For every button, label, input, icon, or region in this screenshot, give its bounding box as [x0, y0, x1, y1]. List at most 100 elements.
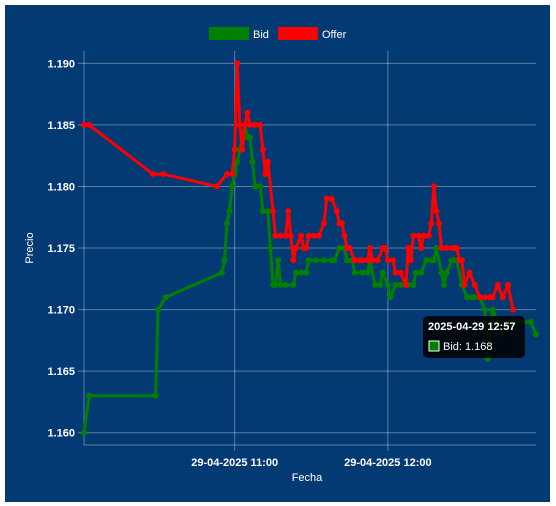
data-point-offer[interactable] [341, 232, 348, 239]
data-point-offer[interactable] [410, 232, 417, 239]
data-point-offer[interactable] [81, 121, 87, 128]
data-point-offer[interactable] [287, 232, 294, 239]
data-point-bid[interactable] [229, 183, 236, 190]
data-point-offer[interactable] [407, 257, 414, 264]
data-point-offer[interactable] [303, 245, 310, 251]
data-point-bid[interactable] [430, 257, 437, 264]
data-point-bid[interactable] [489, 306, 496, 313]
legend-item-bid[interactable]: Bid [209, 27, 269, 41]
data-point-offer[interactable] [244, 109, 251, 116]
data-point-offer[interactable] [333, 208, 340, 215]
data-point-bid[interactable] [86, 392, 93, 399]
data-point-offer[interactable] [433, 208, 440, 215]
data-point-offer[interactable] [213, 183, 220, 190]
data-point-offer[interactable] [405, 245, 412, 251]
data-point-offer[interactable] [236, 121, 243, 128]
data-point-bid[interactable] [275, 257, 282, 264]
data-point-offer[interactable] [346, 245, 353, 251]
data-point-bid[interactable] [418, 269, 425, 276]
data-point-offer[interactable] [290, 257, 297, 264]
data-point-offer[interactable] [293, 245, 299, 251]
data-point-bid[interactable] [379, 269, 386, 276]
data-point-offer[interactable] [392, 269, 399, 276]
data-point-bid[interactable] [221, 257, 228, 264]
data-point-offer[interactable] [298, 232, 305, 239]
data-point-bid[interactable] [298, 269, 305, 276]
data-point-bid[interactable] [290, 281, 297, 288]
data-point-offer[interactable] [494, 281, 501, 288]
data-point-bid[interactable] [152, 392, 159, 399]
data-point-bid[interactable] [303, 269, 310, 276]
data-point-bid[interactable] [321, 257, 327, 264]
data-point-offer[interactable] [384, 257, 391, 264]
data-point-offer[interactable] [239, 146, 246, 153]
data-point-bid[interactable] [372, 281, 379, 288]
data-point-bid[interactable] [259, 208, 266, 215]
legend-item-offer[interactable]: Offer [278, 27, 347, 41]
data-point-bid[interactable] [397, 281, 404, 288]
data-point-bid[interactable] [464, 294, 471, 301]
data-point-offer[interactable] [160, 171, 167, 178]
data-point-offer[interactable] [476, 294, 483, 301]
data-point-bid[interactable] [81, 429, 87, 436]
data-point-bid[interactable] [305, 257, 312, 264]
data-point-bid[interactable] [433, 245, 440, 251]
data-point-offer[interactable] [149, 171, 156, 178]
data-point-offer[interactable] [415, 232, 422, 239]
data-point-offer[interactable] [430, 183, 437, 190]
data-point-offer[interactable] [390, 257, 396, 264]
data-point-bid[interactable] [413, 269, 419, 276]
data-point-bid[interactable] [267, 245, 274, 251]
data-point-offer[interactable] [310, 232, 317, 239]
data-point-offer[interactable] [425, 232, 432, 239]
data-point-offer[interactable] [499, 294, 506, 301]
data-point-bid[interactable] [162, 294, 169, 301]
data-point-offer[interactable] [264, 158, 271, 165]
data-point-bid[interactable] [387, 294, 394, 301]
data-point-offer[interactable] [489, 294, 496, 301]
data-point-bid[interactable] [234, 158, 241, 165]
data-point-offer[interactable] [262, 171, 269, 178]
data-point-offer[interactable] [418, 245, 425, 251]
data-point-bid[interactable] [351, 269, 358, 276]
data-point-offer[interactable] [367, 245, 373, 251]
data-point-offer[interactable] [321, 220, 327, 227]
data-point-offer[interactable] [438, 245, 445, 251]
data-point-offer[interactable] [224, 171, 230, 178]
data-point-offer[interactable] [382, 245, 389, 251]
data-point-offer[interactable] [234, 60, 241, 67]
data-point-bid[interactable] [264, 208, 271, 215]
data-point-offer[interactable] [282, 232, 289, 239]
data-point-bid[interactable] [331, 257, 338, 264]
data-point-offer[interactable] [285, 208, 292, 215]
data-point-offer[interactable] [305, 232, 312, 239]
data-point-bid[interactable] [282, 281, 289, 288]
data-point-bid[interactable] [257, 183, 264, 190]
data-point-offer[interactable] [328, 195, 335, 202]
data-point-offer[interactable] [443, 245, 450, 251]
data-point-offer[interactable] [323, 195, 330, 202]
data-point-offer[interactable] [471, 281, 478, 288]
data-point-offer[interactable] [420, 232, 427, 239]
data-point-offer[interactable] [259, 146, 266, 153]
data-point-offer[interactable] [481, 294, 488, 301]
data-point-bid[interactable] [277, 281, 284, 288]
data-point-bid[interactable] [527, 318, 534, 325]
data-point-offer[interactable] [374, 257, 381, 264]
data-point-offer[interactable] [86, 121, 93, 128]
data-point-bid[interactable] [384, 281, 391, 288]
data-point-bid[interactable] [247, 134, 253, 141]
data-point-offer[interactable] [402, 281, 409, 288]
data-point-offer[interactable] [231, 146, 238, 153]
data-point-bid[interactable] [249, 158, 256, 165]
data-point-bid[interactable] [224, 220, 230, 227]
legend[interactable]: Bid Offer [209, 27, 347, 41]
data-point-offer[interactable] [504, 281, 511, 288]
data-point-offer[interactable] [364, 257, 371, 264]
data-point-offer[interactable] [458, 257, 465, 264]
data-point-bid[interactable] [481, 306, 488, 313]
data-point-offer[interactable] [229, 171, 236, 178]
data-point-offer[interactable] [247, 121, 253, 128]
data-point-offer[interactable] [241, 121, 248, 128]
data-point-offer[interactable] [510, 306, 516, 313]
